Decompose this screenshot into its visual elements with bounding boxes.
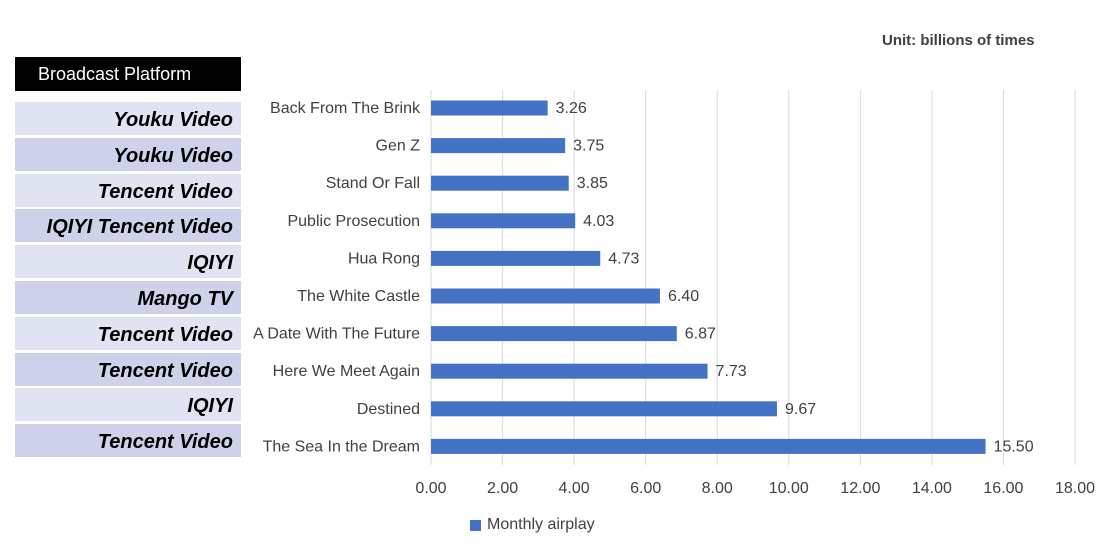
category-label: A Date With The Future xyxy=(253,326,420,343)
x-tick-label: 8.00 xyxy=(702,480,733,497)
category-label: The Sea In the Dream xyxy=(263,438,420,455)
platform-cell: Tencent Video xyxy=(15,316,241,350)
x-tick-label: 4.00 xyxy=(559,480,590,497)
legend-swatch xyxy=(470,519,481,531)
unit-label: Unit: billions of times xyxy=(882,32,1035,49)
legend-label: Monthly airplay xyxy=(487,516,595,533)
category-label: The White Castle xyxy=(297,288,420,305)
x-tick-label: 10.00 xyxy=(769,480,809,497)
category-label: Here We Meet Again xyxy=(273,363,420,380)
x-tick-label: 18.00 xyxy=(1055,480,1095,497)
platform-cell: IQIYI Tencent Video xyxy=(15,209,241,243)
data-label: 3.26 xyxy=(556,100,587,117)
data-label: 3.75 xyxy=(573,138,604,155)
data-label: 15.50 xyxy=(994,438,1034,455)
bar xyxy=(431,401,777,417)
bar xyxy=(431,138,566,154)
bar xyxy=(431,100,548,116)
platform-cell: Tencent Video xyxy=(15,424,241,458)
platform-header: Broadcast Platform xyxy=(15,57,241,91)
bar xyxy=(431,326,677,342)
category-label: Gen Z xyxy=(376,138,421,155)
x-tick-label: 16.00 xyxy=(983,480,1023,497)
bar xyxy=(431,438,986,454)
platform-cell: Mango TV xyxy=(15,281,241,314)
bar xyxy=(431,213,576,229)
x-tick-label: 6.00 xyxy=(630,480,661,497)
category-label: Hua Rong xyxy=(348,250,420,267)
chart-legend: Monthly airplay xyxy=(470,516,595,534)
data-label: 6.87 xyxy=(685,326,716,343)
platform-cell: IQIYI xyxy=(15,245,241,279)
bar xyxy=(431,363,708,379)
platform-cell: Tencent Video xyxy=(15,352,241,386)
x-tick-label: 14.00 xyxy=(912,480,952,497)
platform-cell: IQIYI xyxy=(15,388,241,422)
platform-cell: Youku Video xyxy=(15,137,241,171)
category-label: Destined xyxy=(357,401,420,418)
data-label: 4.73 xyxy=(608,250,639,267)
bar xyxy=(431,250,601,266)
bar xyxy=(431,175,569,191)
category-label: Public Prosecution xyxy=(287,213,420,230)
x-tick-label: 12.00 xyxy=(840,480,880,497)
data-label: 9.67 xyxy=(785,401,816,418)
bar xyxy=(431,288,660,304)
platform-cell: Youku Video xyxy=(15,102,241,135)
data-label: 6.40 xyxy=(668,288,699,305)
x-tick-label: 2.00 xyxy=(487,480,518,497)
category-label: Stand Or Fall xyxy=(326,175,420,192)
data-label: 3.85 xyxy=(577,175,608,192)
platform-cell: Tencent Video xyxy=(15,173,241,207)
category-label: Back From The Brink xyxy=(270,100,421,117)
data-label: 4.03 xyxy=(583,213,614,230)
data-label: 7.73 xyxy=(716,363,747,380)
x-tick-label: 0.00 xyxy=(415,480,446,497)
